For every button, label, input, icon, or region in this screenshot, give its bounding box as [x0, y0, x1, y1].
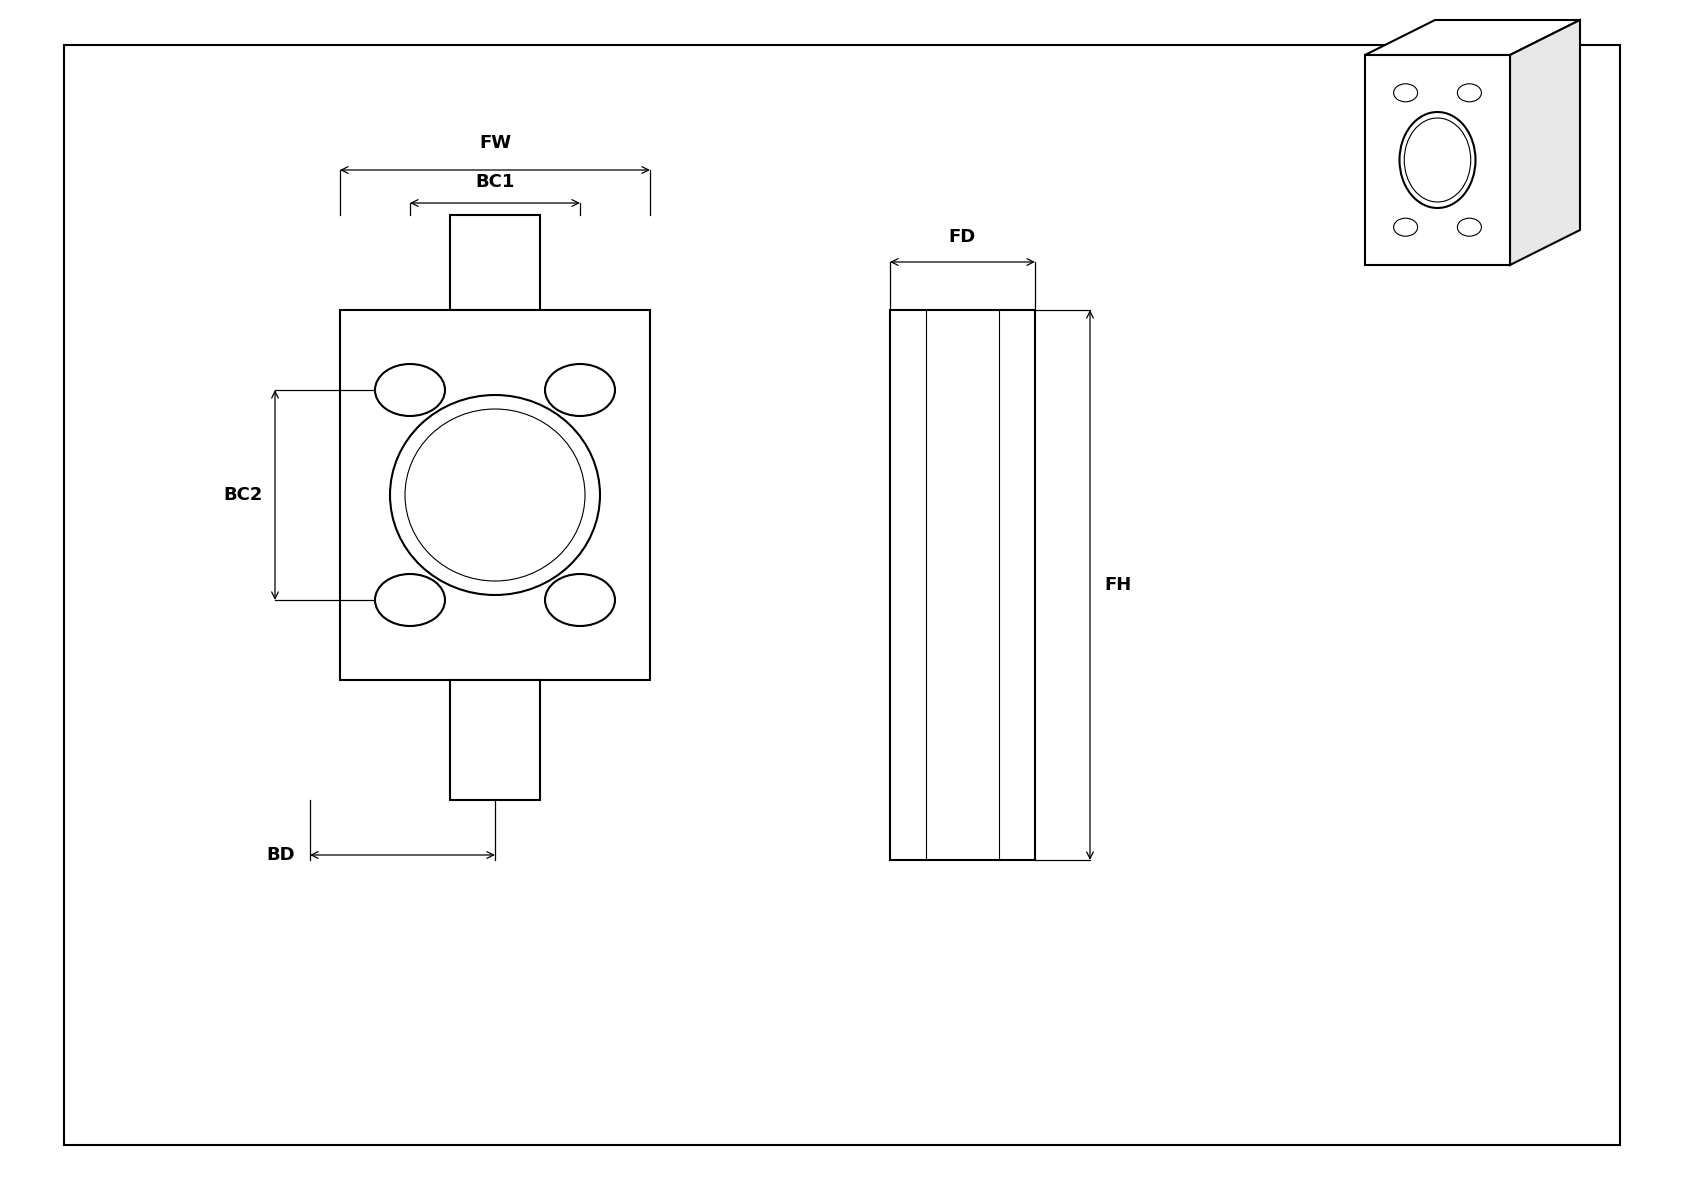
- Text: BC2: BC2: [224, 486, 263, 505]
- Bar: [891, 311, 1036, 860]
- Polygon shape: [1366, 20, 1580, 55]
- Text: FH: FH: [1105, 576, 1132, 594]
- Text: FW: FW: [478, 134, 510, 152]
- Ellipse shape: [1457, 218, 1482, 236]
- Bar: [1366, 55, 1511, 265]
- Ellipse shape: [376, 574, 445, 626]
- Bar: [340, 311, 650, 679]
- Bar: [450, 215, 541, 311]
- Ellipse shape: [1394, 83, 1418, 102]
- Ellipse shape: [546, 574, 615, 626]
- Ellipse shape: [376, 364, 445, 416]
- Ellipse shape: [404, 409, 584, 581]
- Ellipse shape: [391, 395, 600, 595]
- Polygon shape: [1511, 20, 1580, 265]
- Bar: [450, 679, 541, 800]
- Text: FD: FD: [948, 228, 977, 246]
- Ellipse shape: [546, 364, 615, 416]
- Ellipse shape: [1399, 112, 1475, 208]
- Ellipse shape: [1404, 118, 1470, 202]
- Text: BC1: BC1: [475, 173, 515, 192]
- Ellipse shape: [1457, 83, 1482, 102]
- Text: BD: BD: [266, 846, 295, 864]
- Ellipse shape: [1394, 218, 1418, 236]
